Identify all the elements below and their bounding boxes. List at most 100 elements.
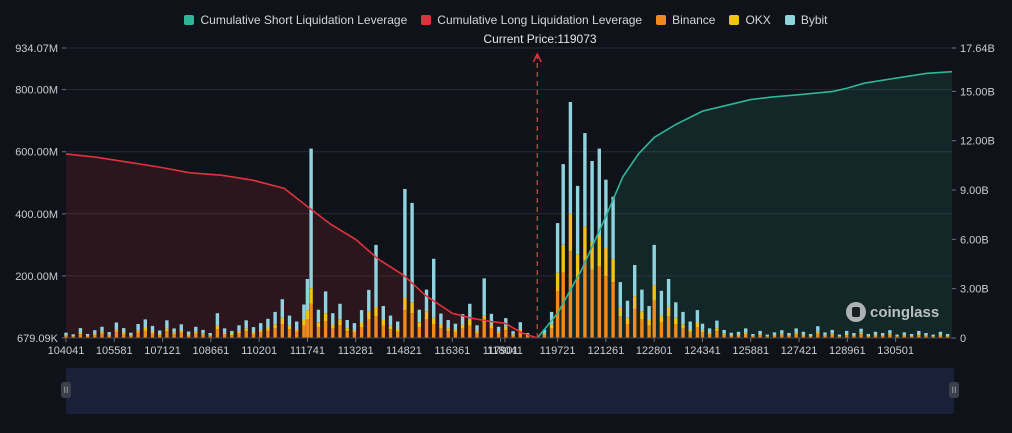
bar-okx — [555, 272, 560, 292]
bar-okx — [410, 302, 414, 314]
bar-okx — [780, 333, 784, 335]
bar-binance — [945, 336, 950, 338]
bar-binance — [316, 327, 321, 338]
bar-bybit — [681, 311, 685, 325]
bar-binance — [801, 335, 806, 338]
bar-okx — [801, 334, 806, 336]
bar-bybit — [695, 310, 700, 323]
bar-okx — [122, 332, 126, 334]
bar-okx — [852, 335, 856, 337]
bar-bybit — [722, 329, 726, 334]
range-scroller[interactable]: II II — [61, 368, 959, 414]
bar-bybit — [222, 328, 227, 333]
bar-okx — [859, 332, 863, 335]
scroller-right-handle[interactable]: II — [949, 382, 959, 398]
bar-binance — [549, 328, 554, 338]
y-left-tick-label: 600.00M — [15, 147, 58, 159]
bar-bybit — [424, 289, 429, 312]
bar-bybit — [902, 332, 906, 335]
bar-bybit — [85, 334, 90, 336]
y-left-tick-label: 400.00M — [15, 209, 58, 221]
bar-okx — [158, 334, 162, 336]
scroller-left-handle[interactable]: II — [61, 382, 71, 398]
bar-bybit — [460, 314, 465, 325]
bar-binance — [542, 334, 547, 338]
bar-bybit — [647, 306, 651, 320]
bar-okx — [625, 317, 630, 324]
bar-bybit — [309, 148, 313, 289]
bar-okx — [924, 335, 928, 337]
bar-binance — [71, 336, 75, 338]
bar-binance — [230, 335, 234, 338]
legend-item-long[interactable]: Cumulative Long Liquidation Leverage — [421, 13, 642, 27]
bar-bybit — [136, 324, 140, 331]
bar-binance — [511, 335, 515, 338]
bar-bybit — [259, 323, 263, 330]
bar-binance — [165, 331, 169, 338]
bar-binance — [917, 335, 921, 338]
x-tick-label: 113281 — [338, 345, 374, 357]
y-left-tick-label: 679.09K — [17, 333, 59, 345]
bar-bybit — [549, 311, 554, 325]
bar-bybit — [859, 328, 863, 333]
bar-binance — [129, 336, 133, 338]
bar-okx — [107, 334, 111, 336]
legend-item-short[interactable]: Cumulative Short Liquidation Leverage — [184, 13, 407, 27]
bar-bybit — [895, 334, 899, 337]
bar-bybit — [388, 315, 393, 326]
bar-okx — [561, 244, 565, 273]
bar-okx — [305, 310, 310, 320]
bar-binance — [555, 291, 560, 338]
bar-okx — [93, 334, 97, 336]
bar-okx — [504, 326, 508, 331]
bar-okx — [823, 334, 827, 336]
bar-bybit — [823, 332, 827, 335]
bar-okx — [542, 333, 547, 335]
bar-okx — [374, 307, 378, 317]
bar-bybit — [305, 279, 310, 310]
bar-bybit — [852, 333, 856, 336]
bar-binance — [396, 331, 400, 338]
bar-bybit — [287, 315, 292, 326]
bar-binance — [618, 316, 622, 338]
bar-binance — [100, 333, 104, 338]
bar-bybit — [446, 320, 450, 329]
bar-binance — [674, 324, 678, 338]
bar-bybit — [143, 319, 147, 328]
bar-binance — [931, 336, 935, 338]
bar-binance — [432, 324, 436, 338]
bar-binance — [367, 319, 371, 338]
x-tick-label: 119721 — [540, 345, 576, 357]
bar-bybit — [496, 326, 501, 332]
bar-bybit — [772, 332, 777, 335]
bar-bybit — [251, 327, 256, 333]
bar-bybit — [417, 309, 421, 323]
bar-binance — [744, 334, 748, 338]
legend-item-binance[interactable]: Binance — [656, 13, 715, 27]
bar-binance — [352, 332, 357, 338]
bar-binance — [808, 336, 813, 338]
bar-okx — [888, 333, 892, 335]
bar-okx — [837, 336, 842, 337]
bar-binance — [823, 335, 827, 338]
bar-bybit — [374, 244, 378, 307]
bar-binance — [518, 331, 522, 338]
bar-bybit — [597, 148, 601, 236]
bar-binance — [504, 330, 508, 338]
current-price-arrow-icon — [532, 52, 542, 63]
bar-bybit — [396, 321, 400, 329]
bar-binance — [273, 328, 277, 338]
bar-binance — [251, 334, 256, 338]
bar-binance — [468, 325, 472, 338]
bar-okx — [518, 329, 522, 332]
bar-okx — [659, 315, 664, 323]
bar-okx — [230, 334, 234, 336]
bar-okx — [338, 319, 342, 325]
bar-okx — [266, 327, 270, 331]
bar-okx — [64, 335, 68, 337]
legend-item-okx[interactable]: OKX — [729, 13, 771, 27]
bar-binance — [611, 282, 615, 338]
bar-bybit — [917, 330, 921, 334]
bar-bybit — [611, 196, 615, 259]
legend-item-bybit[interactable]: Bybit — [784, 13, 828, 27]
